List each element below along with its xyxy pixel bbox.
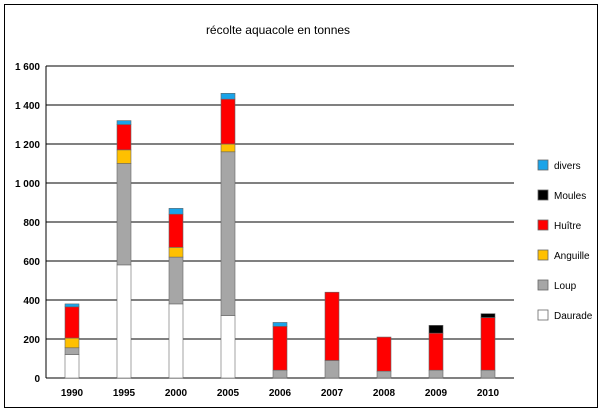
bar-segment — [116, 163, 132, 266]
y-axis-ticks: 0 200 400 600 800 1 000 1 200 1 400 1 600 — [15, 62, 40, 385]
legend: divers Moules Huître Anguille Loup Daurade — [537, 159, 593, 322]
bar-segment — [116, 264, 132, 379]
chart-frame — [4, 4, 598, 408]
bar-segment — [220, 93, 236, 100]
legend-label: divers — [554, 161, 581, 172]
bar-segment — [428, 369, 444, 379]
chart-title: récolte aquacole en tonnes — [206, 23, 350, 37]
bar-segment — [324, 291, 340, 361]
bar-segment — [376, 370, 392, 379]
bar-segment — [428, 325, 444, 334]
bar-segment — [220, 98, 236, 145]
bar-segment — [64, 347, 80, 355]
y-tick-label: 1 400 — [15, 101, 40, 112]
bar-segment — [116, 124, 132, 151]
x-tick-label: 1995 — [113, 388, 136, 399]
legend-swatch — [537, 189, 549, 201]
bar-segment — [272, 326, 288, 371]
bar-segment — [376, 336, 392, 372]
bar-segment — [220, 143, 236, 153]
y-tick-label: 0 — [34, 374, 40, 385]
bar-segment — [480, 317, 496, 371]
bar-segment — [480, 313, 496, 318]
bar-segment — [116, 120, 132, 125]
bar-segment — [272, 369, 288, 379]
legend-swatch — [537, 219, 549, 231]
bar-segment — [272, 322, 288, 327]
y-tick-label: 400 — [23, 296, 40, 307]
legend-swatch — [537, 279, 549, 291]
x-tick-label: 2008 — [373, 388, 396, 399]
legend-label: Anguille — [554, 251, 590, 262]
x-tick-label: 2005 — [217, 388, 240, 399]
bar-segment — [168, 256, 184, 305]
x-tick-label: 2000 — [165, 388, 188, 399]
bar-segment — [324, 360, 340, 379]
y-tick-label: 800 — [23, 218, 40, 229]
bars — [64, 93, 496, 379]
bar-segment — [168, 213, 184, 248]
bar-segment — [168, 208, 184, 215]
bar-segment — [220, 151, 236, 316]
y-tick-label: 1 000 — [15, 179, 40, 190]
bar-segment — [168, 303, 184, 379]
legend-swatch — [537, 159, 549, 171]
x-tick-label: 2007 — [321, 388, 344, 399]
bar-segment — [64, 303, 80, 308]
x-tick-label: 2006 — [269, 388, 292, 399]
y-tick-label: 200 — [23, 335, 40, 346]
bar-segment — [64, 306, 80, 339]
bar-segment — [64, 354, 80, 379]
x-tick-label: 2010 — [477, 388, 500, 399]
x-tick-label: 2009 — [425, 388, 448, 399]
legend-label: Daurade — [554, 311, 593, 322]
y-tick-label: 600 — [23, 257, 40, 268]
bar-segment — [480, 369, 496, 379]
legend-label: Loup — [554, 281, 577, 292]
legend-label: Huître — [554, 221, 582, 232]
legend-label: Moules — [554, 191, 586, 202]
legend-swatch — [537, 249, 549, 261]
y-tick-label: 1 200 — [15, 140, 40, 151]
bar-segment — [220, 315, 236, 379]
bar-segment — [168, 247, 184, 258]
x-axis-ticks: 1990 1995 2000 2005 2006 2007 2008 2009 2010 — [61, 388, 500, 399]
bar-segment — [428, 332, 444, 371]
bar-segment — [116, 149, 132, 164]
legend-swatch — [537, 309, 549, 321]
bar-segment — [64, 337, 80, 349]
x-tick-label: 1990 — [61, 388, 84, 399]
y-tick-label: 1 600 — [15, 62, 40, 73]
